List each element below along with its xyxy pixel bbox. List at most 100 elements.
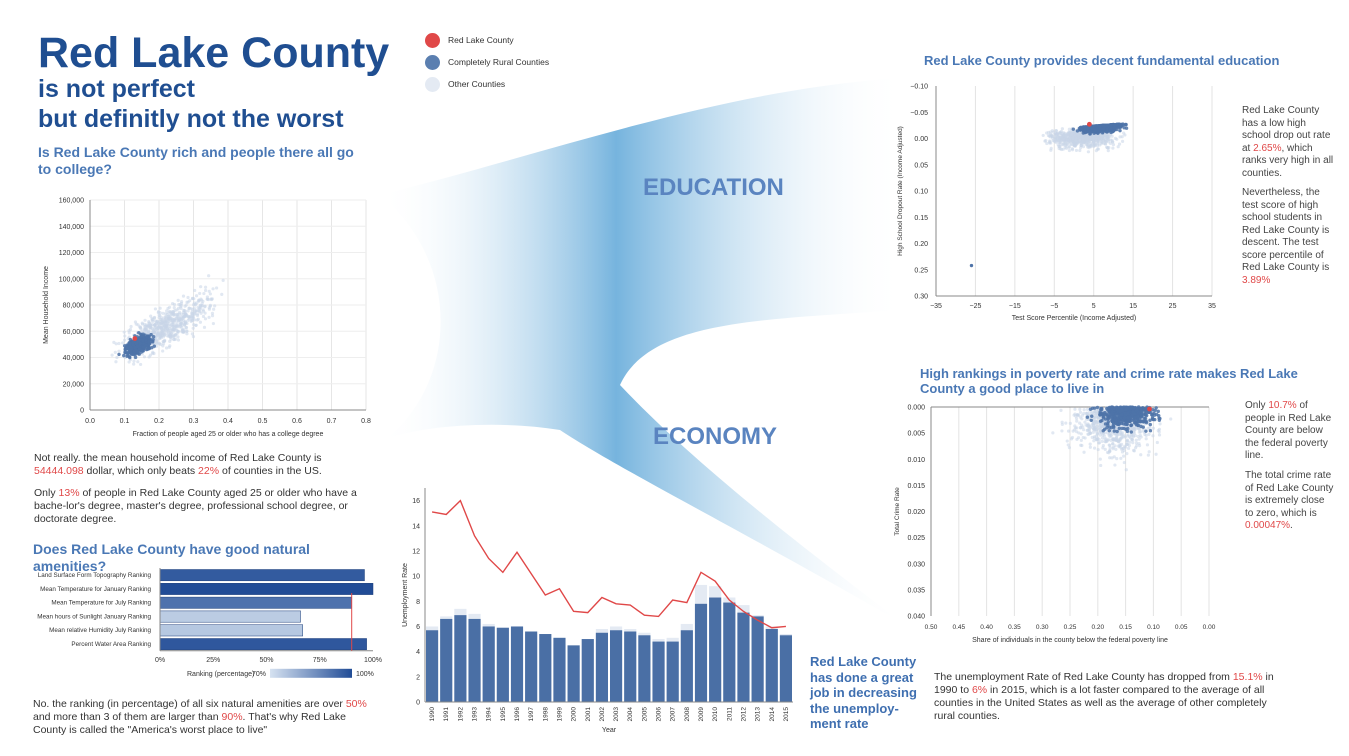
chart-dropout-test: −35 −25 −15 −5 5 15 25 35 −0.10 −0.05 0.00 0.05 0.10… xyxy=(897,84,1216,323)
bar-rural xyxy=(723,602,736,702)
data-point xyxy=(152,327,157,331)
red-lake-line xyxy=(431,499,786,629)
y-tick-label: 80,000 xyxy=(63,303,85,310)
data-point xyxy=(198,304,202,308)
data-point xyxy=(172,302,177,307)
chart-amenities: Land Surface Form Topography Ranking Mean… xyxy=(37,568,382,678)
y-tick-label: 0 xyxy=(80,408,84,415)
data-point xyxy=(1135,406,1139,410)
y-tick-label: 160,000 xyxy=(59,198,84,205)
data-point xyxy=(196,312,200,316)
data-point xyxy=(189,319,193,324)
data-point xyxy=(1144,433,1148,437)
x-tick-label: 0.20 xyxy=(1091,624,1104,631)
data-point xyxy=(198,320,203,324)
bar xyxy=(159,596,352,609)
data-point xyxy=(1137,444,1142,448)
bar-rural xyxy=(610,630,623,702)
data-point xyxy=(1118,409,1122,414)
data-point xyxy=(1088,442,1092,446)
x-tick-label: 2010 xyxy=(712,707,719,722)
y-tick-label: 20,000 xyxy=(63,381,85,388)
data-point xyxy=(211,287,215,291)
data-point xyxy=(1156,409,1160,414)
data-point xyxy=(1101,124,1106,129)
data-point xyxy=(178,305,183,309)
x-tick-label: 35 xyxy=(1208,303,1216,310)
data-point xyxy=(185,332,189,336)
data-point xyxy=(1116,145,1120,149)
chart-income-college: 0.0 0.1 0.2 0.3 0.4 0.5 0.6 0.7 0.8 0 20,000 40,000… xyxy=(43,198,371,439)
data-point xyxy=(1111,447,1115,451)
data-point xyxy=(1108,141,1113,145)
data-point xyxy=(164,346,169,350)
highlight-point xyxy=(1147,406,1152,412)
data-point xyxy=(171,333,175,337)
data-point xyxy=(1099,463,1103,468)
data-point xyxy=(1117,426,1122,431)
data-point xyxy=(1102,139,1106,143)
data-point xyxy=(165,309,169,313)
data-point xyxy=(203,311,207,315)
x-tick-label: 2001 xyxy=(585,707,592,722)
data-point xyxy=(173,317,177,321)
bar-rural xyxy=(737,612,750,702)
x-tick-label: 2005 xyxy=(641,707,648,722)
data-point xyxy=(200,298,204,302)
data-point xyxy=(1154,452,1158,456)
data-point xyxy=(138,325,142,329)
data-point xyxy=(1118,128,1122,133)
data-point xyxy=(1123,444,1127,448)
data-point xyxy=(1096,139,1100,143)
data-point xyxy=(190,332,194,336)
data-point xyxy=(123,334,127,338)
x-tick-label: 0.3 xyxy=(189,418,199,425)
data-point xyxy=(157,342,161,346)
data-point xyxy=(1111,423,1115,428)
y-tick-label: 0.010 xyxy=(907,457,925,464)
data-point xyxy=(1079,438,1083,443)
data-point xyxy=(1089,424,1093,428)
data-point xyxy=(155,333,159,337)
data-point xyxy=(1091,430,1095,434)
data-point xyxy=(212,307,216,311)
data-point xyxy=(1079,443,1083,447)
x-tick-label: 0.7 xyxy=(327,418,337,425)
data-point xyxy=(188,299,192,303)
data-point xyxy=(121,341,125,345)
data-point xyxy=(1107,451,1111,455)
data-point xyxy=(137,338,142,343)
data-point xyxy=(1109,126,1114,130)
category-label: Mean relative Humidity July Ranking xyxy=(49,627,151,634)
x-axis-label: Year xyxy=(602,727,617,734)
poverty-text-2: The total crime rate of Red Lake County … xyxy=(1245,470,1335,533)
data-point xyxy=(128,348,133,352)
data-point xyxy=(1113,463,1117,467)
subtitle-line-1: is not perfect xyxy=(38,75,195,103)
data-point xyxy=(1080,423,1084,427)
y-axis-label: High School Dropout Rate (Income Adjuste… xyxy=(897,126,904,256)
bar-rural xyxy=(694,603,708,702)
y-tick-label: 0.10 xyxy=(914,189,928,196)
data-point xyxy=(152,315,157,320)
data-point xyxy=(1103,447,1107,451)
education-title: Red Lake County provides decent fundamen… xyxy=(924,53,1280,68)
data-point xyxy=(1106,417,1111,421)
legend-label: Completely Rural Counties xyxy=(448,56,550,67)
data-point xyxy=(132,362,136,366)
data-point xyxy=(155,338,159,342)
text: Not really. the mean household income of… xyxy=(34,452,322,464)
data-point xyxy=(165,320,170,324)
data-point xyxy=(1128,415,1133,420)
data-point xyxy=(1082,408,1086,412)
data-point xyxy=(1141,420,1146,424)
y-axis-label: Mean Household Income xyxy=(43,266,50,344)
chart-unemployment: 0 2 4 6 8 10 12 14 16 Unemployment Rate 1990 1991 19… xyxy=(402,488,793,734)
data-point xyxy=(1131,441,1135,445)
data-point xyxy=(1110,456,1114,460)
data-point xyxy=(156,310,161,314)
data-point xyxy=(1075,419,1079,423)
data-point xyxy=(132,352,136,357)
data-point xyxy=(1073,407,1077,411)
data-point xyxy=(1086,125,1090,130)
